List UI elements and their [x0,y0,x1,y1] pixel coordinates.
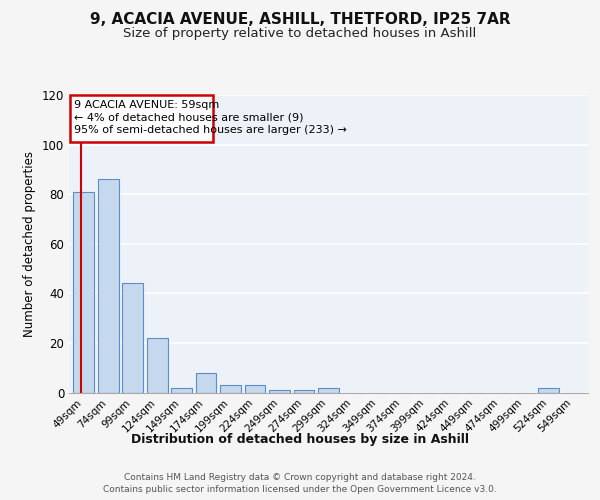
Bar [196,372,217,392]
Bar [269,390,290,392]
Text: Contains public sector information licensed under the Open Government Licence v3: Contains public sector information licen… [103,485,497,494]
Bar [245,385,265,392]
Bar [122,284,143,393]
Text: 9 ACACIA AVENUE: 59sqm: 9 ACACIA AVENUE: 59sqm [74,100,219,110]
Bar [73,192,94,392]
Y-axis label: Number of detached properties: Number of detached properties [23,151,36,337]
FancyBboxPatch shape [70,95,214,142]
Bar [147,338,167,392]
Text: Distribution of detached houses by size in Ashill: Distribution of detached houses by size … [131,432,469,446]
Text: Contains HM Land Registry data © Crown copyright and database right 2024.: Contains HM Land Registry data © Crown c… [124,472,476,482]
Bar [293,390,314,392]
Text: ← 4% of detached houses are smaller (9): ← 4% of detached houses are smaller (9) [74,112,304,122]
Bar [98,180,119,392]
Bar [538,388,559,392]
Bar [220,385,241,392]
Text: 9, ACACIA AVENUE, ASHILL, THETFORD, IP25 7AR: 9, ACACIA AVENUE, ASHILL, THETFORD, IP25… [89,12,511,28]
Bar [171,388,192,392]
Text: Size of property relative to detached houses in Ashill: Size of property relative to detached ho… [124,28,476,40]
Text: 95% of semi-detached houses are larger (233) →: 95% of semi-detached houses are larger (… [74,125,347,135]
Bar [318,388,339,392]
